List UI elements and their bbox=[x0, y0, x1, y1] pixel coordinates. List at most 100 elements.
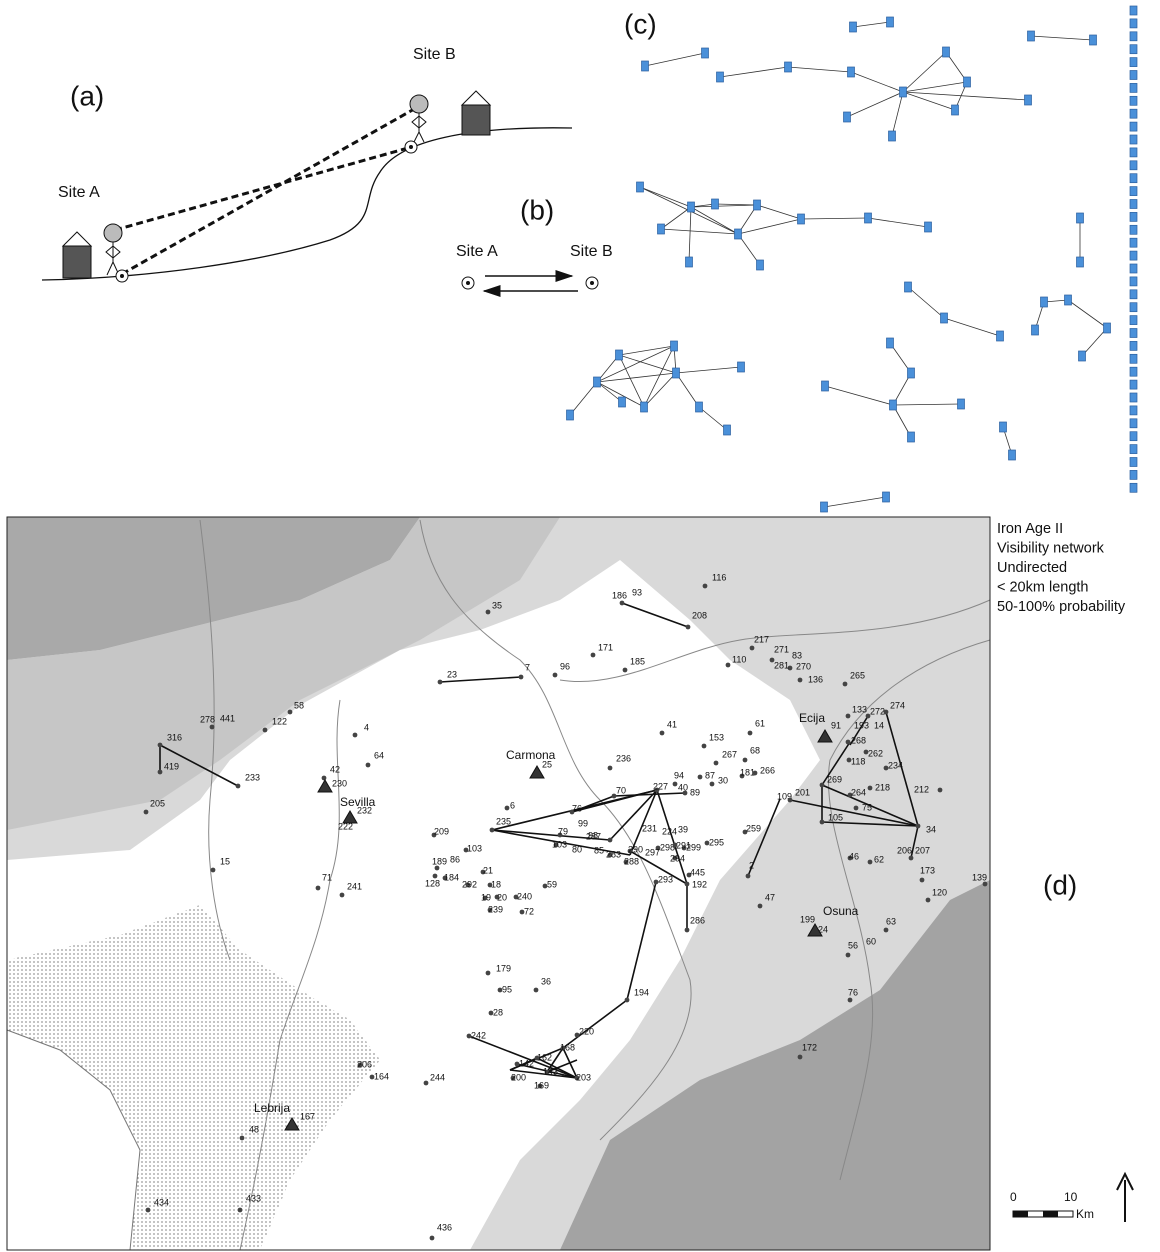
network-node bbox=[567, 410, 574, 420]
site-label: 47 bbox=[765, 892, 775, 902]
site-label: 19 bbox=[481, 892, 491, 902]
site-label: 105 bbox=[828, 812, 843, 822]
site-label: 41 bbox=[667, 719, 677, 729]
figure: (a) Site A Site B (b) Site A Site B (c) bbox=[0, 0, 1160, 1252]
network-node bbox=[757, 260, 764, 270]
site-dot bbox=[591, 653, 596, 658]
legend-line: Visibility network bbox=[997, 540, 1105, 556]
site-label: 48 bbox=[249, 1124, 259, 1134]
site-dot bbox=[660, 731, 665, 736]
network-node bbox=[1130, 45, 1137, 54]
legend: Iron Age IIVisibility networkUndirected<… bbox=[997, 521, 1126, 615]
site-label: 7 bbox=[525, 662, 530, 672]
site-label: 218 bbox=[875, 782, 890, 792]
site-dot bbox=[608, 766, 613, 771]
site-label: 217 bbox=[754, 634, 769, 644]
network-node bbox=[1130, 251, 1137, 260]
sightline bbox=[115, 148, 408, 230]
site-dot bbox=[884, 710, 889, 715]
panel-b: (b) Site A Site B bbox=[456, 194, 613, 291]
network-node bbox=[1130, 6, 1137, 15]
network-edge bbox=[645, 53, 705, 66]
site-label: 96 bbox=[560, 661, 570, 671]
site-label: 241 bbox=[347, 881, 362, 891]
network-edge bbox=[691, 207, 738, 234]
observer bbox=[412, 113, 426, 142]
site-dot bbox=[798, 678, 803, 683]
observer bbox=[106, 242, 120, 275]
site-dot bbox=[683, 791, 688, 796]
site-label: 271 bbox=[774, 644, 789, 654]
network-node bbox=[865, 213, 872, 223]
network-node bbox=[1025, 95, 1032, 105]
network-edge bbox=[570, 382, 597, 415]
network-edge bbox=[908, 287, 944, 318]
site-dot bbox=[210, 725, 215, 730]
site-dot bbox=[553, 673, 558, 678]
scale-label: 10 bbox=[1064, 1190, 1078, 1204]
panel-label: (d) bbox=[1043, 869, 1077, 900]
network-edge bbox=[825, 386, 893, 405]
site-label: 79 bbox=[558, 826, 568, 836]
network-node bbox=[1130, 290, 1137, 299]
site-dot bbox=[710, 782, 715, 787]
network-node bbox=[1130, 458, 1137, 467]
site-dot bbox=[702, 744, 707, 749]
site-label: 434 bbox=[154, 1197, 169, 1207]
site-label: 208 bbox=[692, 610, 707, 620]
site-label: 259 bbox=[746, 823, 761, 833]
site-label: 264 bbox=[851, 787, 866, 797]
network-node bbox=[883, 492, 890, 502]
network-node bbox=[925, 222, 932, 232]
network-node bbox=[1130, 238, 1137, 247]
site-label: 14 bbox=[874, 720, 884, 730]
network-edge bbox=[847, 92, 903, 117]
network-node bbox=[908, 368, 915, 378]
network-node bbox=[1130, 277, 1137, 286]
network-edge bbox=[757, 205, 801, 219]
site-dot bbox=[608, 838, 613, 843]
network-node bbox=[997, 331, 1004, 341]
site-label: 201 bbox=[795, 787, 810, 797]
network-node bbox=[1009, 450, 1016, 460]
network-node bbox=[702, 48, 709, 58]
network-node bbox=[1130, 71, 1137, 80]
site-label: 71 bbox=[322, 872, 332, 882]
network-edge bbox=[892, 92, 903, 136]
panel-c: (c) bbox=[567, 6, 1138, 512]
network-node bbox=[1130, 264, 1137, 273]
site-label: 184 bbox=[444, 872, 459, 882]
site-label: 58 bbox=[294, 700, 304, 710]
site-label: 171 bbox=[598, 642, 613, 652]
site-dot bbox=[144, 810, 149, 815]
site-label: 40 bbox=[678, 782, 688, 792]
network-node bbox=[1130, 161, 1137, 170]
site-label: Site A bbox=[58, 184, 100, 201]
site-label: 76 bbox=[572, 803, 582, 813]
site-label: 267 bbox=[722, 749, 737, 759]
network-node bbox=[724, 425, 731, 435]
network-edge bbox=[619, 346, 674, 355]
site-label: Site B bbox=[413, 46, 456, 63]
site-label: 294 bbox=[670, 853, 685, 863]
site-label: 283 bbox=[606, 849, 621, 859]
network-node bbox=[850, 22, 857, 32]
network-edge bbox=[619, 355, 676, 373]
site-dot bbox=[846, 740, 851, 745]
network-node bbox=[1130, 483, 1137, 492]
site-dot bbox=[846, 953, 851, 958]
network-node bbox=[798, 214, 805, 224]
site-dot bbox=[938, 788, 943, 793]
site-label: 118 bbox=[851, 756, 865, 766]
site-label: 445 bbox=[690, 867, 705, 877]
scale-bar: 0 10 Km bbox=[1010, 1190, 1094, 1221]
town-label: Sevilla bbox=[340, 795, 376, 809]
site-dot bbox=[686, 625, 691, 630]
network-edge bbox=[738, 219, 801, 234]
site-label: 212 bbox=[914, 784, 929, 794]
site-dot bbox=[868, 786, 873, 791]
network-node bbox=[822, 381, 829, 391]
site-label: 242 bbox=[471, 1030, 486, 1040]
site-dot bbox=[753, 771, 758, 776]
site-dot bbox=[490, 828, 495, 833]
